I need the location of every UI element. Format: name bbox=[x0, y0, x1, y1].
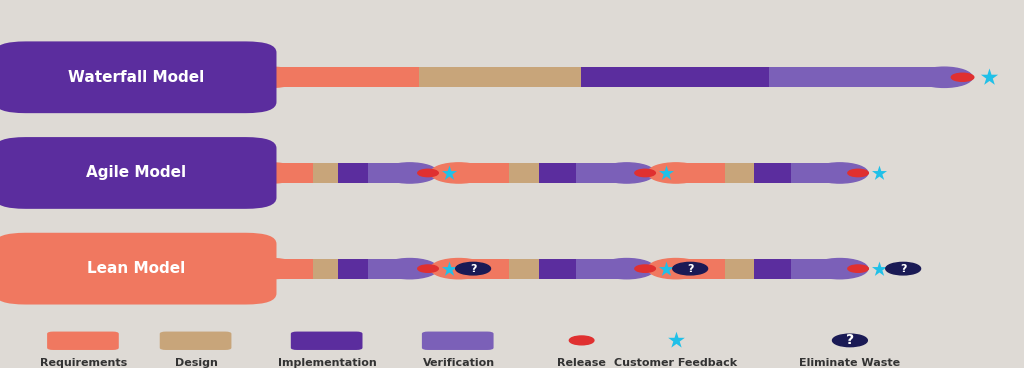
FancyBboxPatch shape bbox=[0, 42, 276, 113]
Bar bbox=[271, 67, 420, 87]
Point bbox=[657, 266, 674, 272]
Bar bbox=[509, 163, 540, 183]
Point bbox=[440, 170, 457, 176]
Text: ?: ? bbox=[470, 263, 476, 274]
Bar bbox=[791, 163, 840, 183]
Bar bbox=[338, 258, 369, 279]
Circle shape bbox=[456, 262, 490, 275]
FancyBboxPatch shape bbox=[160, 332, 231, 350]
Bar bbox=[313, 163, 338, 183]
Point bbox=[870, 266, 887, 272]
FancyBboxPatch shape bbox=[422, 332, 494, 350]
Circle shape bbox=[848, 169, 868, 177]
Circle shape bbox=[673, 262, 708, 275]
Circle shape bbox=[381, 163, 438, 183]
Circle shape bbox=[635, 169, 655, 177]
Bar bbox=[581, 67, 769, 87]
Circle shape bbox=[569, 336, 594, 345]
Circle shape bbox=[635, 265, 655, 272]
Text: Verification: Verification bbox=[423, 358, 495, 368]
FancyBboxPatch shape bbox=[0, 233, 276, 305]
Point bbox=[981, 74, 997, 80]
Bar bbox=[313, 258, 338, 279]
Circle shape bbox=[833, 334, 867, 347]
Point bbox=[440, 266, 457, 272]
Text: Release: Release bbox=[557, 358, 606, 368]
Bar bbox=[369, 258, 410, 279]
FancyBboxPatch shape bbox=[47, 332, 119, 350]
Point bbox=[870, 170, 887, 176]
Point bbox=[668, 337, 684, 343]
Bar bbox=[338, 163, 369, 183]
Text: ?: ? bbox=[900, 263, 906, 274]
Text: Agile Model: Agile Model bbox=[86, 166, 185, 180]
Circle shape bbox=[430, 163, 487, 183]
Circle shape bbox=[244, 67, 300, 87]
Bar bbox=[755, 163, 791, 183]
Text: Lean Model: Lean Model bbox=[87, 261, 184, 276]
Circle shape bbox=[886, 262, 921, 275]
Circle shape bbox=[848, 265, 868, 272]
Circle shape bbox=[811, 258, 867, 279]
Circle shape bbox=[418, 169, 438, 177]
Bar bbox=[676, 258, 725, 279]
Circle shape bbox=[598, 258, 655, 279]
Bar bbox=[540, 163, 577, 183]
Point bbox=[657, 170, 674, 176]
Bar bbox=[577, 258, 627, 279]
Bar bbox=[459, 258, 509, 279]
Circle shape bbox=[951, 73, 974, 81]
Bar bbox=[271, 163, 313, 183]
Bar bbox=[676, 163, 725, 183]
Bar bbox=[769, 67, 944, 87]
Bar bbox=[540, 258, 577, 279]
Text: ?: ? bbox=[687, 263, 693, 274]
Bar bbox=[577, 163, 627, 183]
Circle shape bbox=[648, 258, 705, 279]
Bar bbox=[509, 258, 540, 279]
Bar bbox=[755, 258, 791, 279]
Bar bbox=[420, 67, 581, 87]
Circle shape bbox=[244, 258, 300, 279]
Circle shape bbox=[381, 258, 438, 279]
Bar bbox=[459, 163, 509, 183]
Circle shape bbox=[598, 163, 655, 183]
Circle shape bbox=[811, 163, 867, 183]
Text: Eliminate Waste: Eliminate Waste bbox=[800, 358, 900, 368]
Bar bbox=[725, 258, 755, 279]
Text: ?: ? bbox=[846, 333, 854, 347]
Circle shape bbox=[916, 67, 973, 87]
Text: Customer Feedback: Customer Feedback bbox=[614, 358, 737, 368]
FancyBboxPatch shape bbox=[291, 332, 362, 350]
Circle shape bbox=[418, 265, 438, 272]
FancyBboxPatch shape bbox=[0, 137, 276, 209]
Bar bbox=[791, 258, 840, 279]
Circle shape bbox=[244, 163, 300, 183]
Text: Requirements: Requirements bbox=[40, 358, 128, 368]
Bar bbox=[271, 258, 313, 279]
Text: Implementation: Implementation bbox=[279, 358, 377, 368]
Circle shape bbox=[430, 258, 487, 279]
Text: Design: Design bbox=[175, 358, 218, 368]
Bar bbox=[369, 163, 410, 183]
Text: Waterfall Model: Waterfall Model bbox=[68, 70, 204, 85]
Circle shape bbox=[648, 163, 705, 183]
Bar bbox=[725, 163, 755, 183]
